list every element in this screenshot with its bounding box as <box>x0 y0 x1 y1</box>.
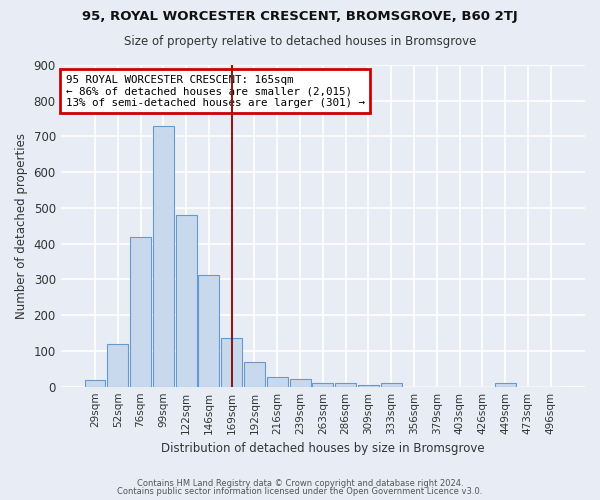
Bar <box>290 379 311 386</box>
Bar <box>267 376 288 386</box>
Bar <box>335 383 356 386</box>
Bar <box>221 338 242 386</box>
Text: Contains HM Land Registry data © Crown copyright and database right 2024.: Contains HM Land Registry data © Crown c… <box>137 478 463 488</box>
Bar <box>153 126 174 386</box>
Y-axis label: Number of detached properties: Number of detached properties <box>15 133 28 319</box>
Bar <box>107 344 128 387</box>
Text: Contains public sector information licensed under the Open Government Licence v3: Contains public sector information licen… <box>118 487 482 496</box>
Bar <box>381 383 401 386</box>
Bar <box>244 362 265 386</box>
Bar <box>313 382 334 386</box>
Bar <box>199 275 220 386</box>
Bar <box>130 238 151 386</box>
Text: Size of property relative to detached houses in Bromsgrove: Size of property relative to detached ho… <box>124 35 476 48</box>
X-axis label: Distribution of detached houses by size in Bromsgrove: Distribution of detached houses by size … <box>161 442 485 455</box>
Bar <box>494 383 515 386</box>
Bar <box>85 380 106 386</box>
Bar <box>176 215 197 386</box>
Text: 95 ROYAL WORCESTER CRESCENT: 165sqm
← 86% of detached houses are smaller (2,015): 95 ROYAL WORCESTER CRESCENT: 165sqm ← 86… <box>66 74 365 108</box>
Text: 95, ROYAL WORCESTER CRESCENT, BROMSGROVE, B60 2TJ: 95, ROYAL WORCESTER CRESCENT, BROMSGROVE… <box>82 10 518 23</box>
